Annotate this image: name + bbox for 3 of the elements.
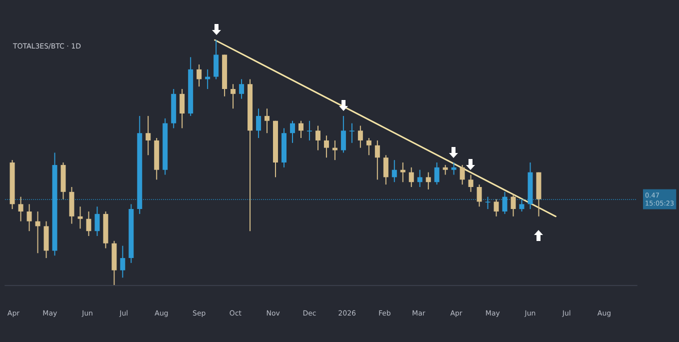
candlestick bbox=[306, 120, 312, 140]
candlestick bbox=[485, 196, 490, 210]
candlestick bbox=[349, 123, 354, 143]
